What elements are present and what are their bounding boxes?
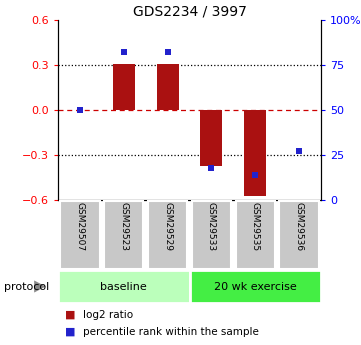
Title: GDS2234 / 3997: GDS2234 / 3997: [132, 5, 247, 19]
Text: GSM29536: GSM29536: [295, 202, 304, 251]
Bar: [60, 201, 100, 269]
Text: GSM29523: GSM29523: [119, 202, 128, 251]
Text: GSM29529: GSM29529: [163, 202, 172, 251]
Text: GSM29533: GSM29533: [207, 202, 216, 251]
Bar: [200, 110, 222, 166]
Polygon shape: [34, 280, 46, 293]
Text: percentile rank within the sample: percentile rank within the sample: [83, 327, 259, 337]
Bar: [148, 201, 187, 269]
Text: log2 ratio: log2 ratio: [83, 310, 134, 320]
Text: protocol: protocol: [4, 282, 49, 292]
Bar: [235, 201, 275, 269]
Bar: [157, 64, 179, 110]
Text: GSM29535: GSM29535: [251, 202, 260, 251]
Bar: [104, 201, 143, 269]
Bar: [58, 270, 190, 303]
Bar: [113, 64, 135, 110]
Bar: [244, 110, 266, 196]
Text: baseline: baseline: [100, 282, 147, 292]
Text: ■: ■: [65, 310, 76, 320]
Bar: [279, 201, 319, 269]
Text: GSM29507: GSM29507: [75, 202, 84, 251]
Bar: [190, 270, 321, 303]
Bar: [192, 201, 231, 269]
Text: ■: ■: [65, 327, 76, 337]
Text: 20 wk exercise: 20 wk exercise: [214, 282, 297, 292]
